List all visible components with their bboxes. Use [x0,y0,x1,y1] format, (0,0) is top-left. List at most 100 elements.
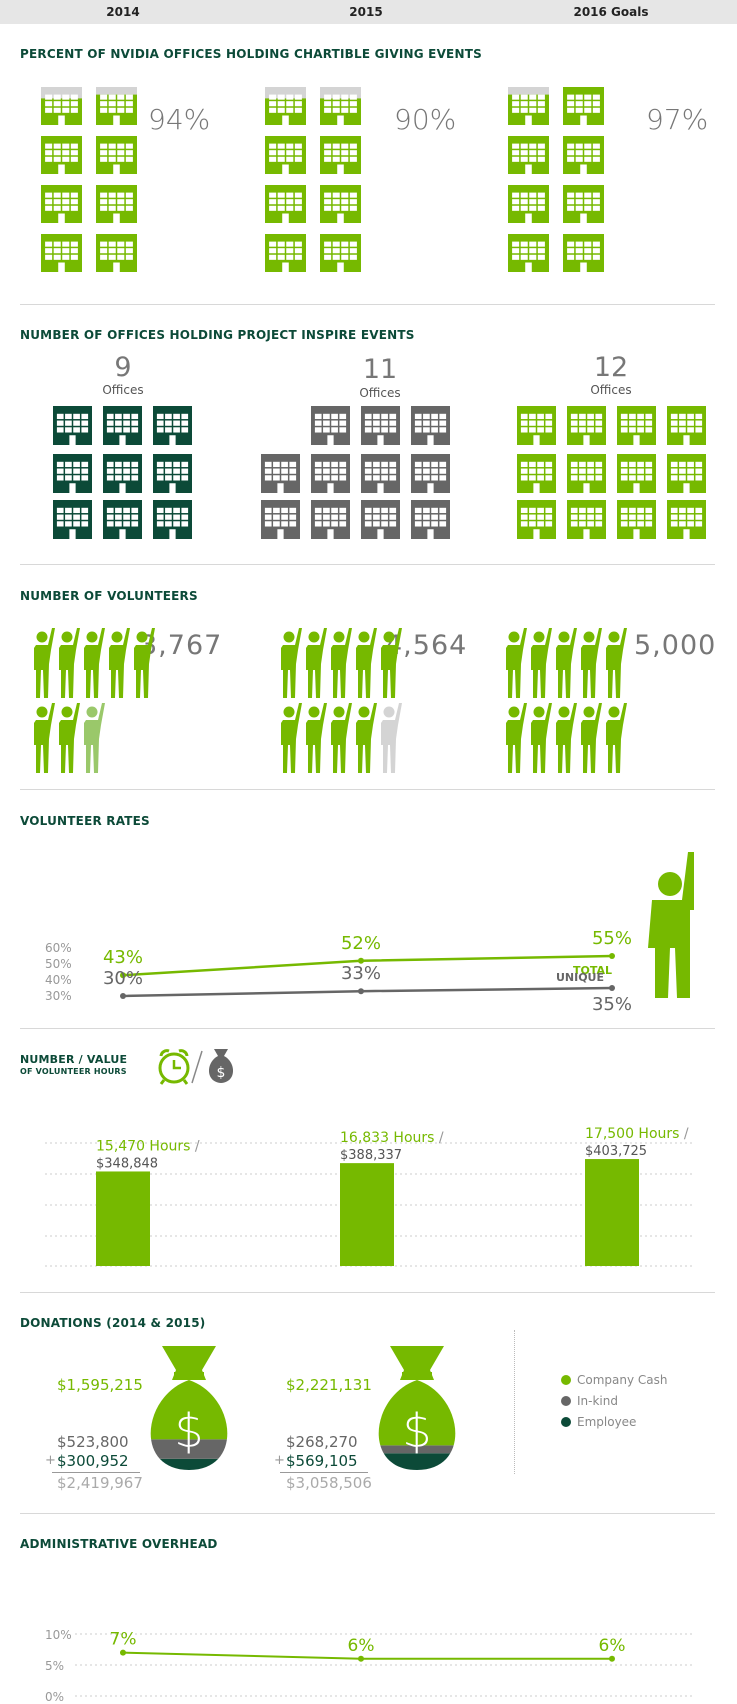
dollar-sign: $ [174,1404,203,1458]
volunteer-person-icon [606,703,627,773]
office-building-icon [53,500,92,539]
donation-cash-2014: $1,595,215 [57,1376,143,1394]
section-title-hours: NUMBER / VALUE [20,1053,128,1066]
volunteer-person-icon [331,628,352,698]
office-building-icon [617,454,656,493]
data-point [358,988,364,995]
office-building-icon [411,500,450,539]
office-building-icon [563,234,604,272]
office-building-icon [517,500,556,539]
office-building-icon [53,454,92,493]
data-label: 30% [103,968,143,989]
data-label: 33% [341,963,381,984]
section-title-donations: DONATIONS (2014 & 2015) [20,1316,206,1330]
office-building-icon [265,87,306,125]
volunteer-person-icon [331,703,352,773]
data-point [120,1649,126,1656]
bag-segment-employee [378,1453,456,1470]
office-building-icon [320,136,361,174]
offices-label-2014: Offices [102,383,144,397]
data-label: 35% [592,994,632,1015]
divider [20,1292,715,1293]
volunteer-person-icon [356,703,377,773]
volunteer-person-icon [556,703,577,773]
inspire-count-2015: 11 [362,354,398,385]
year-2016-goals: 2016 Goals [573,5,649,19]
volunteer-person-icon [381,628,402,698]
office-building-icon [41,234,82,272]
office-building-icon [361,454,400,493]
volunteer-person-icon [59,703,80,773]
bag-segment-in-kind [378,1445,456,1454]
plus-sign-2015: + [274,1453,285,1468]
legend-company-cash: Company Cash [561,1373,668,1387]
rates-y-tick: 60% [45,941,72,955]
office-building-icon [265,185,306,223]
office-building-icon [361,500,400,539]
office-building-icon [41,136,82,174]
year-header-bar: 2014 2015 2016 Goals [0,0,737,24]
donation-total-2014: $2,419,967 [57,1474,143,1492]
section-title-volunteer-rates: VOLUNTEER RATES [20,814,150,828]
series-name-label: TOTAL [573,964,612,977]
data-label: 43% [103,947,143,968]
volunteer-person-icon [134,628,155,698]
legend-employee: Employee [561,1415,636,1429]
office-building-icon [41,87,82,125]
office-building-icon [567,454,606,493]
hours-bar [585,1159,639,1266]
bag-segment-in-kind [150,1439,228,1459]
series-name-label: UNIQUE [556,971,604,984]
office-building-icon [96,136,137,174]
giving-pct-2014: 94% [148,103,211,136]
volunteer-person-icon [356,628,377,698]
office-building-icon [508,234,549,272]
volunteer-person-icon [34,628,55,698]
cheering-person-icon [648,852,694,998]
office-building-icon [311,454,350,493]
section-title-giving-events: PERCENT OF NVIDIA OFFICES HOLDING CHARTI… [20,47,482,61]
money-bag-icon: $ [378,1346,456,1470]
volunteer-person-icon [506,703,527,773]
divider [20,1028,715,1029]
donation-inkind-2014: $523,800 [57,1433,129,1451]
volunteer-person-icon [506,628,527,698]
office-building-icon [563,185,604,223]
money-bag-dollar-sign: $ [217,1065,226,1081]
office-building-icon [153,406,192,445]
year-2014: 2014 [106,5,140,19]
divider [20,789,715,790]
office-building-icon [320,185,361,223]
overhead-y-tick: 10% [45,1628,72,1642]
volunteers-2016: 5,000 [634,630,717,661]
giving-pct-2016: 97% [646,103,709,136]
dollar-sign: $ [402,1404,431,1458]
office-building-icon [563,136,604,174]
plus-sign-2014: + [45,1453,56,1468]
office-building-icon [320,87,361,125]
inspire-count-2014: 9 [114,352,132,383]
office-building-icon [508,87,549,125]
giving-pct-2015: 90% [394,103,457,136]
data-point [120,972,126,979]
divider [20,304,715,305]
donation-employee-2014: $300,952 [57,1452,129,1470]
office-building-icon [261,500,300,539]
office-building-icon [567,406,606,445]
volunteer-person-icon [581,628,602,698]
inspire-count-2016: 12 [593,352,629,383]
data-label: 55% [592,928,632,949]
data-point [609,1655,615,1662]
office-building-icon [96,87,137,125]
overhead-y-tick: 5% [45,1659,64,1673]
office-building-icon [311,406,350,445]
legend-in-kind: In-kind [561,1394,618,1408]
rates-y-tick: 50% [45,957,72,971]
office-building-icon [41,185,82,223]
data-point [358,957,364,964]
rates-y-tick: 40% [45,973,72,987]
hours-label: 16,833 Hours / [340,1130,444,1146]
